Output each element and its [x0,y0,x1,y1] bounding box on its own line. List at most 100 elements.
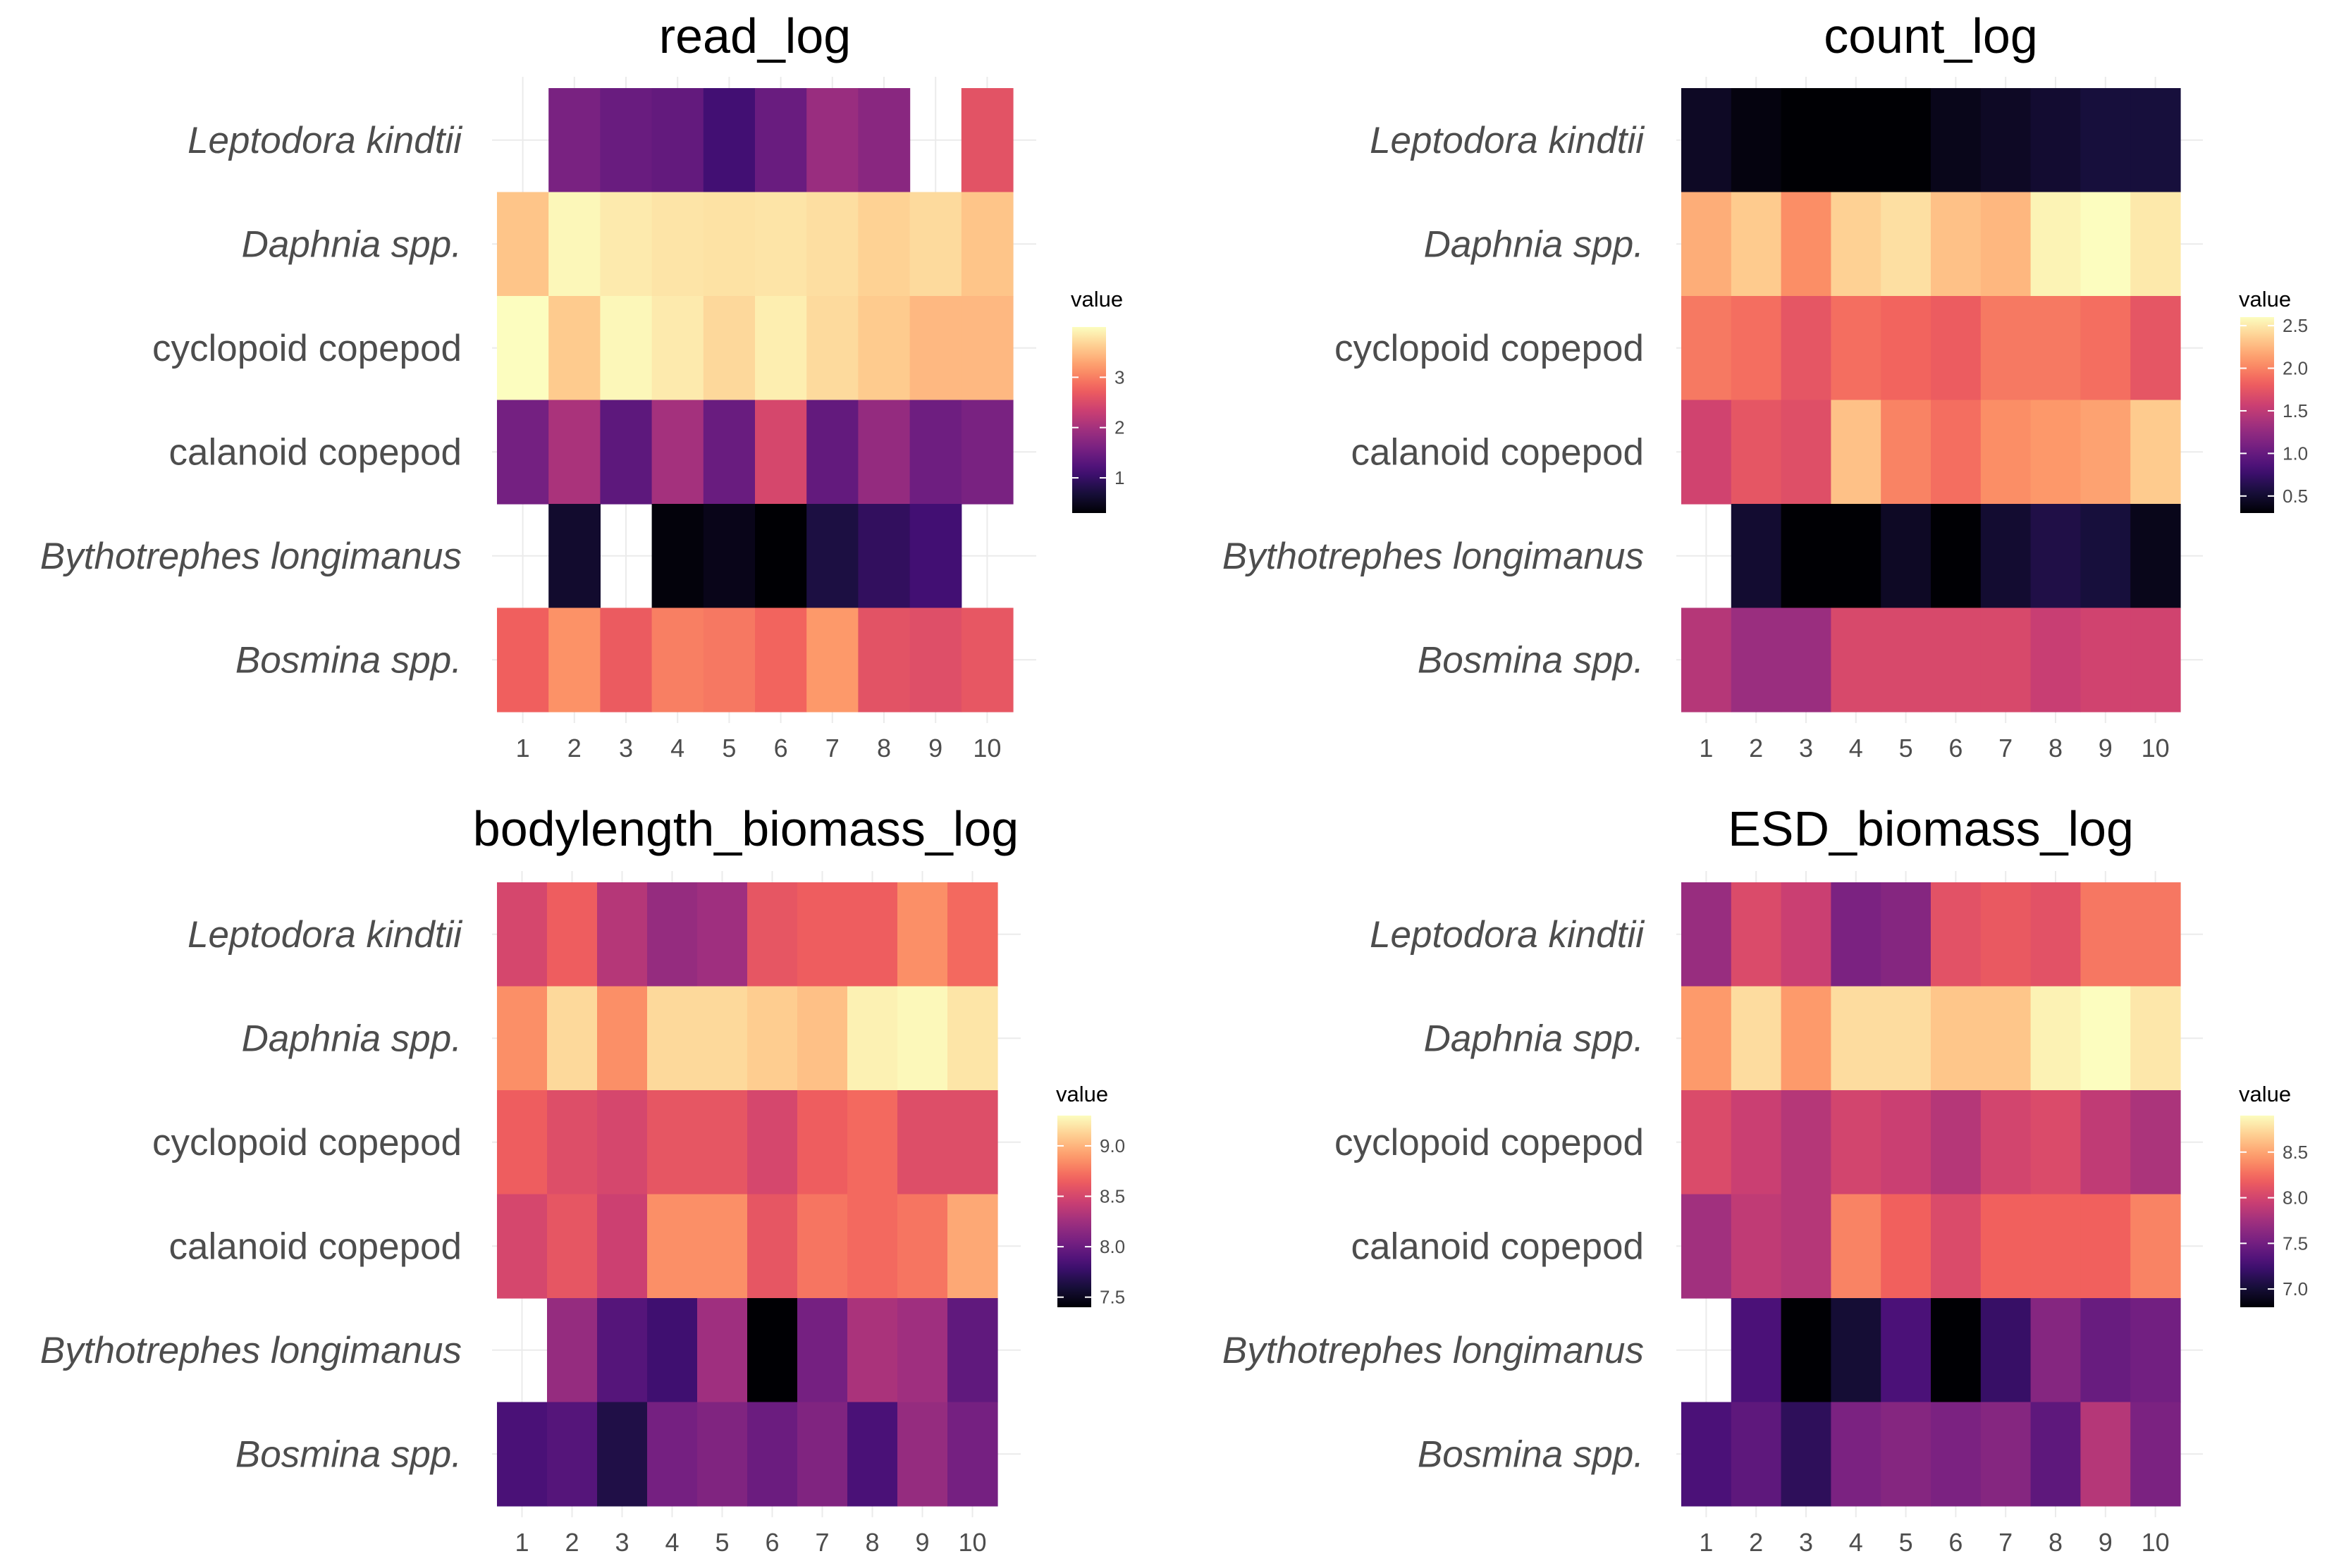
y-tick-label: Bythotrephes longimanus [1222,536,1644,577]
legend-tick-label: 3 [1114,366,1124,388]
heatmap-cell-r5-c8 [2030,504,2081,609]
heatmap-cell-r4-c2 [1731,1194,1782,1299]
heatmap-cell-r3-c2 [1731,1090,1782,1195]
x-tick-label: 10 [958,1528,986,1557]
heatmap-cell-r3-c10 [961,296,1014,401]
heatmap-cell-r2-c1 [497,192,549,297]
legend-title: value [1071,287,1123,311]
heatmap-cell-r3-c7 [797,1090,848,1195]
y-tick-label: Daphnia spp. [1424,223,1644,265]
heatmap-cell-r6-c6 [747,1402,798,1507]
heatmap-cell-r3-c6 [1931,1090,1982,1195]
y-tick-label: Leptodora kindtii [188,914,462,956]
heatmap-cell-r5-c6 [1931,504,1982,609]
heatmap-cell-r2-c7 [797,986,848,1091]
heatmap-cell-r2-c1 [1681,986,1732,1091]
heatmap-cell-r2-c3 [600,192,653,297]
legend-title: value [2239,1082,2291,1106]
heatmap-cell-r3-c1 [497,296,549,401]
heatmap-cell-r4-c10 [947,1194,998,1299]
heatmap-cell-r2-c8 [2030,986,2081,1091]
heatmap-cell-r5-c2 [547,1298,598,1403]
heatmap-cell-r2-c1 [497,986,548,1091]
y-tick-label: Daphnia spp. [242,1018,462,1059]
heatmap-cell-r1-c8 [2030,882,2081,987]
legend-tick-label: 8.5 [1100,1186,1125,1207]
heatmap-cell-r4-c8 [2030,400,2081,505]
heatmap-cell-r1-c4 [647,882,698,987]
heatmap-cell-r4-c1 [1681,1194,1732,1299]
heatmap-cell-r6-c10 [947,1402,998,1507]
heatmap-cell-r1-c3 [600,88,653,193]
x-tick-label: 5 [715,1528,729,1557]
heatmap-cell-r6-c2 [547,1402,598,1507]
heatmap-cell-r4-c3 [1781,400,1831,505]
x-tick-label: 2 [1749,734,1763,763]
heatmap-cell-r2-c9 [2080,192,2131,297]
x-tick-label: 8 [2049,1528,2063,1557]
heatmap-cell-r5-c4 [1831,1298,1881,1403]
heatmap-cell-r6-c10 [2130,607,2181,712]
y-tick-label: Bosmina spp. [1418,639,1644,681]
heatmap-cell-r1-c1 [1681,882,1732,987]
legend-colorbar [1057,1116,1091,1307]
heatmap-cell-r1-c5 [703,88,756,193]
heatmap-cell-r5-c7 [806,504,859,609]
heatmap-cell-r4-c9 [909,400,962,505]
heatmap-cell-r4-c1 [1681,400,1732,505]
heatmap-cell-r2-c8 [847,986,898,1091]
heatmap-cell-r4-c7 [1980,400,2032,505]
panel-title: bodylength_biomass_log [473,801,1019,856]
color-legend: value 1 2 3 [1071,287,1124,513]
y-tick-label: cyclopoid copepod [152,1122,462,1163]
heatmap-cell-r6-c9 [897,1402,948,1507]
heatmap-cell-r1-c3 [1781,882,1831,987]
heatmap-cell-r3-c10 [2130,1090,2181,1195]
legend-tick-label: 7.5 [1100,1287,1125,1308]
heatmap-cell-r3-c2 [548,296,601,401]
heatmap-cell-r6-c8 [847,1402,898,1507]
x-tick-label: 5 [1899,734,1913,763]
heatmap-cell-r4-c2 [547,1194,598,1299]
y-tick-label: Leptodora kindtii [1370,120,1645,161]
heatmap-cell-r3-c4 [647,1090,698,1195]
heatmap-cell-r5-c8 [858,504,911,609]
heatmap-cell-r2-c7 [806,192,859,297]
heatmap-cell-r6-c3 [1781,607,1831,712]
legend-colorbar [2240,317,2274,513]
heatmap-cell-r1-c3 [1781,88,1831,193]
x-tick-label: 9 [928,734,942,763]
heatmap-cell-r5-c2 [1731,1298,1782,1403]
heatmap-cell-r1-c10 [2130,88,2181,193]
heatmap-cell-r3-c2 [1731,296,1782,401]
x-tick-label: 10 [973,734,1001,763]
heatmap-cell-r2-c5 [697,986,748,1091]
heatmap-cell-r1-c4 [1831,882,1881,987]
heatmap-cell-r2-c2 [548,192,601,297]
heatmap-cell-r1-c5 [1881,88,1931,193]
heatmap-cell-r4-c4 [1831,1194,1881,1299]
heatmap-cell-r1-c5 [1881,882,1931,987]
x-tick-label: 6 [1948,734,1963,763]
heatmap-cell-r5-c3 [1781,1298,1831,1403]
x-tick-label: 3 [615,1528,629,1557]
heatmap-cell-r3-c8 [2030,296,2081,401]
x-tick-label: 5 [1899,1528,1913,1557]
heatmap-cell-r3-c7 [1980,296,2032,401]
x-tick-label: 7 [825,734,840,763]
heatmap-cell-r5-c4 [1831,504,1881,609]
heatmap-cell-r2-c2 [547,986,598,1091]
y-tick-label: Leptodora kindtii [1370,914,1645,956]
legend-tick-label: 1 [1114,467,1124,488]
heatmap-cell-r1-c9 [2080,88,2131,193]
heatmap-cell-r3-c5 [697,1090,748,1195]
heatmap-cell-r4-c10 [961,400,1014,505]
heatmap-cell-r6-c6 [1931,1402,1982,1507]
heatmap-cell-r5-c7 [797,1298,848,1403]
heatmap-cell-r3-c5 [1881,1090,1931,1195]
heatmap-cell-r2-c5 [1881,192,1931,297]
x-tick-label: 1 [1699,734,1713,763]
heatmap-cell-r6-c3 [600,607,653,712]
heatmap-cell-r3-c6 [755,296,807,401]
heatmap-cell-r1-c6 [1931,882,1982,987]
